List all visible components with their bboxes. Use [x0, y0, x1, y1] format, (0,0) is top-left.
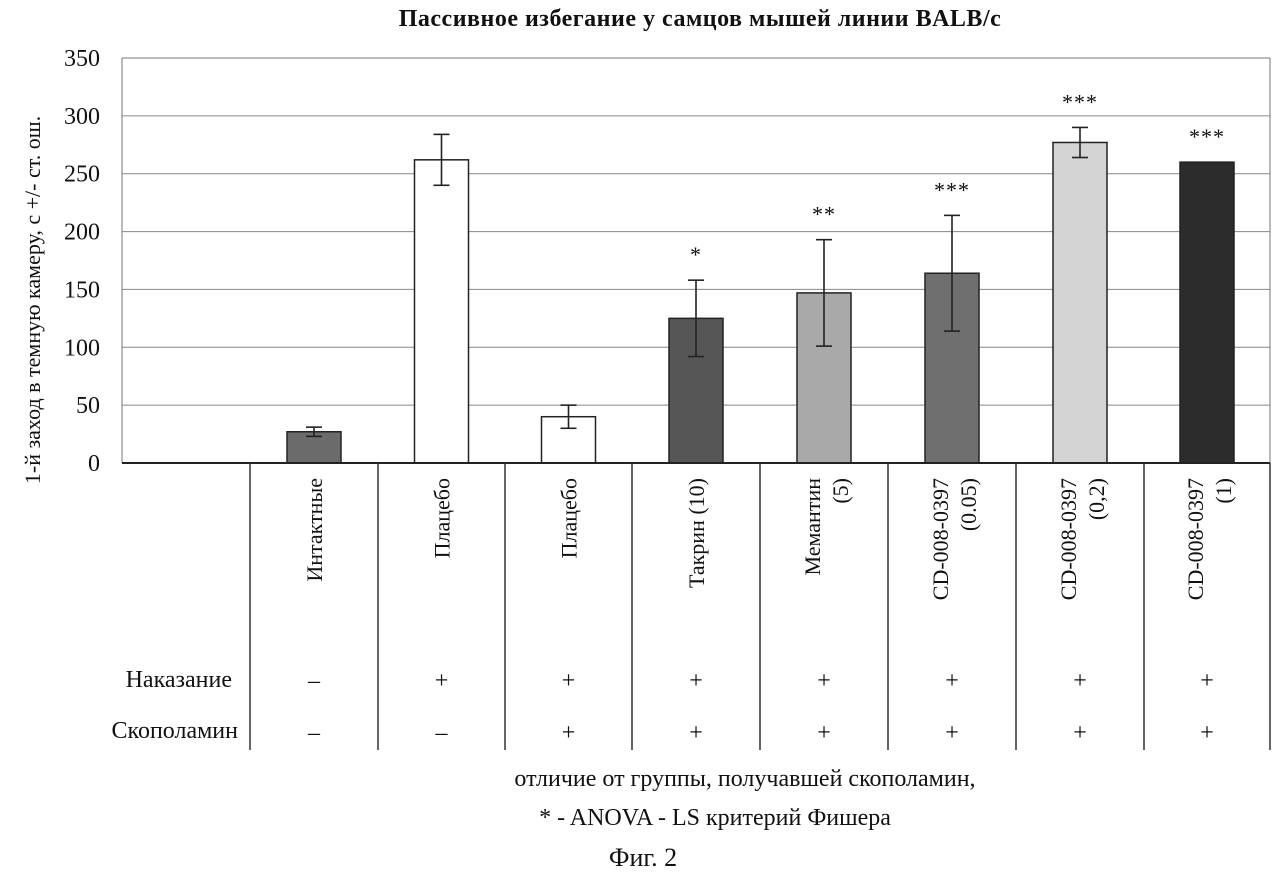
y-tick-labels: 0 50 100 150 200 250 300 350 — [64, 46, 100, 477]
treatment-sign: + — [435, 668, 449, 694]
category-label-line2: (5) — [828, 478, 853, 504]
treatment-sign: + — [1200, 668, 1214, 694]
y-tick-label: 0 — [88, 451, 100, 477]
category-label: CD-008-0397 — [928, 478, 953, 600]
y-tick-label: 150 — [64, 277, 100, 303]
bar — [415, 160, 469, 463]
treatment-sign: + — [689, 720, 703, 746]
y-tick-label: 100 — [64, 335, 100, 361]
footnote-line-2: * - ANOVA - LS критерий Фишера — [539, 805, 891, 831]
category-label-line2: (1) — [1211, 478, 1236, 504]
category-label: CD-008-0397 — [1183, 478, 1208, 600]
chart-title: Пассивное избегание у самцов мышей линии… — [399, 6, 1002, 32]
treatment-sign: + — [1073, 720, 1087, 746]
footnote-line-1: отличие от группы, получавшей скополамин… — [514, 766, 975, 792]
category-label: Такрин (10) — [684, 478, 709, 588]
treatment-sign: – — [307, 668, 321, 694]
figure-label: Фиг. 2 — [609, 843, 677, 872]
y-tick-label: 300 — [64, 104, 100, 130]
treatment-sign: + — [945, 720, 959, 746]
treatment-sign: + — [817, 668, 831, 694]
category-label-line2: (0.05) — [956, 478, 981, 531]
significance-mark: ** — [812, 202, 836, 227]
treatment-sign: + — [689, 668, 703, 694]
y-tick-label: 50 — [76, 393, 100, 419]
category-label: Мемантин — [800, 478, 825, 576]
treatment-sign: + — [945, 668, 959, 694]
category-label-line2: (0,2) — [1084, 478, 1109, 520]
category-label: Интактные — [302, 478, 327, 582]
bars — [287, 142, 1234, 463]
category-label: Плацебо — [430, 478, 455, 558]
y-tick-label: 200 — [64, 220, 100, 246]
category-table — [250, 463, 1270, 750]
significance-mark: *** — [1062, 89, 1098, 114]
bar — [1053, 142, 1107, 463]
category-label: Плацебо — [557, 478, 582, 558]
y-tick-label: 350 — [64, 46, 100, 72]
significance-mark: * — [690, 242, 702, 267]
treatment-sign: + — [562, 720, 576, 746]
category-label: CD-008-0397 — [1056, 478, 1081, 600]
treatment-sign: + — [562, 668, 576, 694]
row-label-punishment: Наказание — [126, 667, 232, 693]
bar — [1180, 162, 1234, 463]
treatment-sign: – — [435, 720, 449, 746]
treatment-sign: – — [307, 720, 321, 746]
y-axis-label: 1-й заход в темную камеру, с +/- ст. ош. — [20, 116, 45, 484]
category-labels: Интактные Плацебо Плацебо Такрин (10) Мемант… — [302, 478, 1236, 600]
row-label-scopolamine: Скополамин — [112, 718, 239, 744]
y-tick-label: 250 — [64, 162, 100, 188]
significance-mark: *** — [934, 177, 970, 202]
treatment-sign: + — [1073, 668, 1087, 694]
significance-mark: *** — [1189, 124, 1225, 149]
treatment-sign: + — [1200, 720, 1214, 746]
treatment-sign: + — [817, 720, 831, 746]
